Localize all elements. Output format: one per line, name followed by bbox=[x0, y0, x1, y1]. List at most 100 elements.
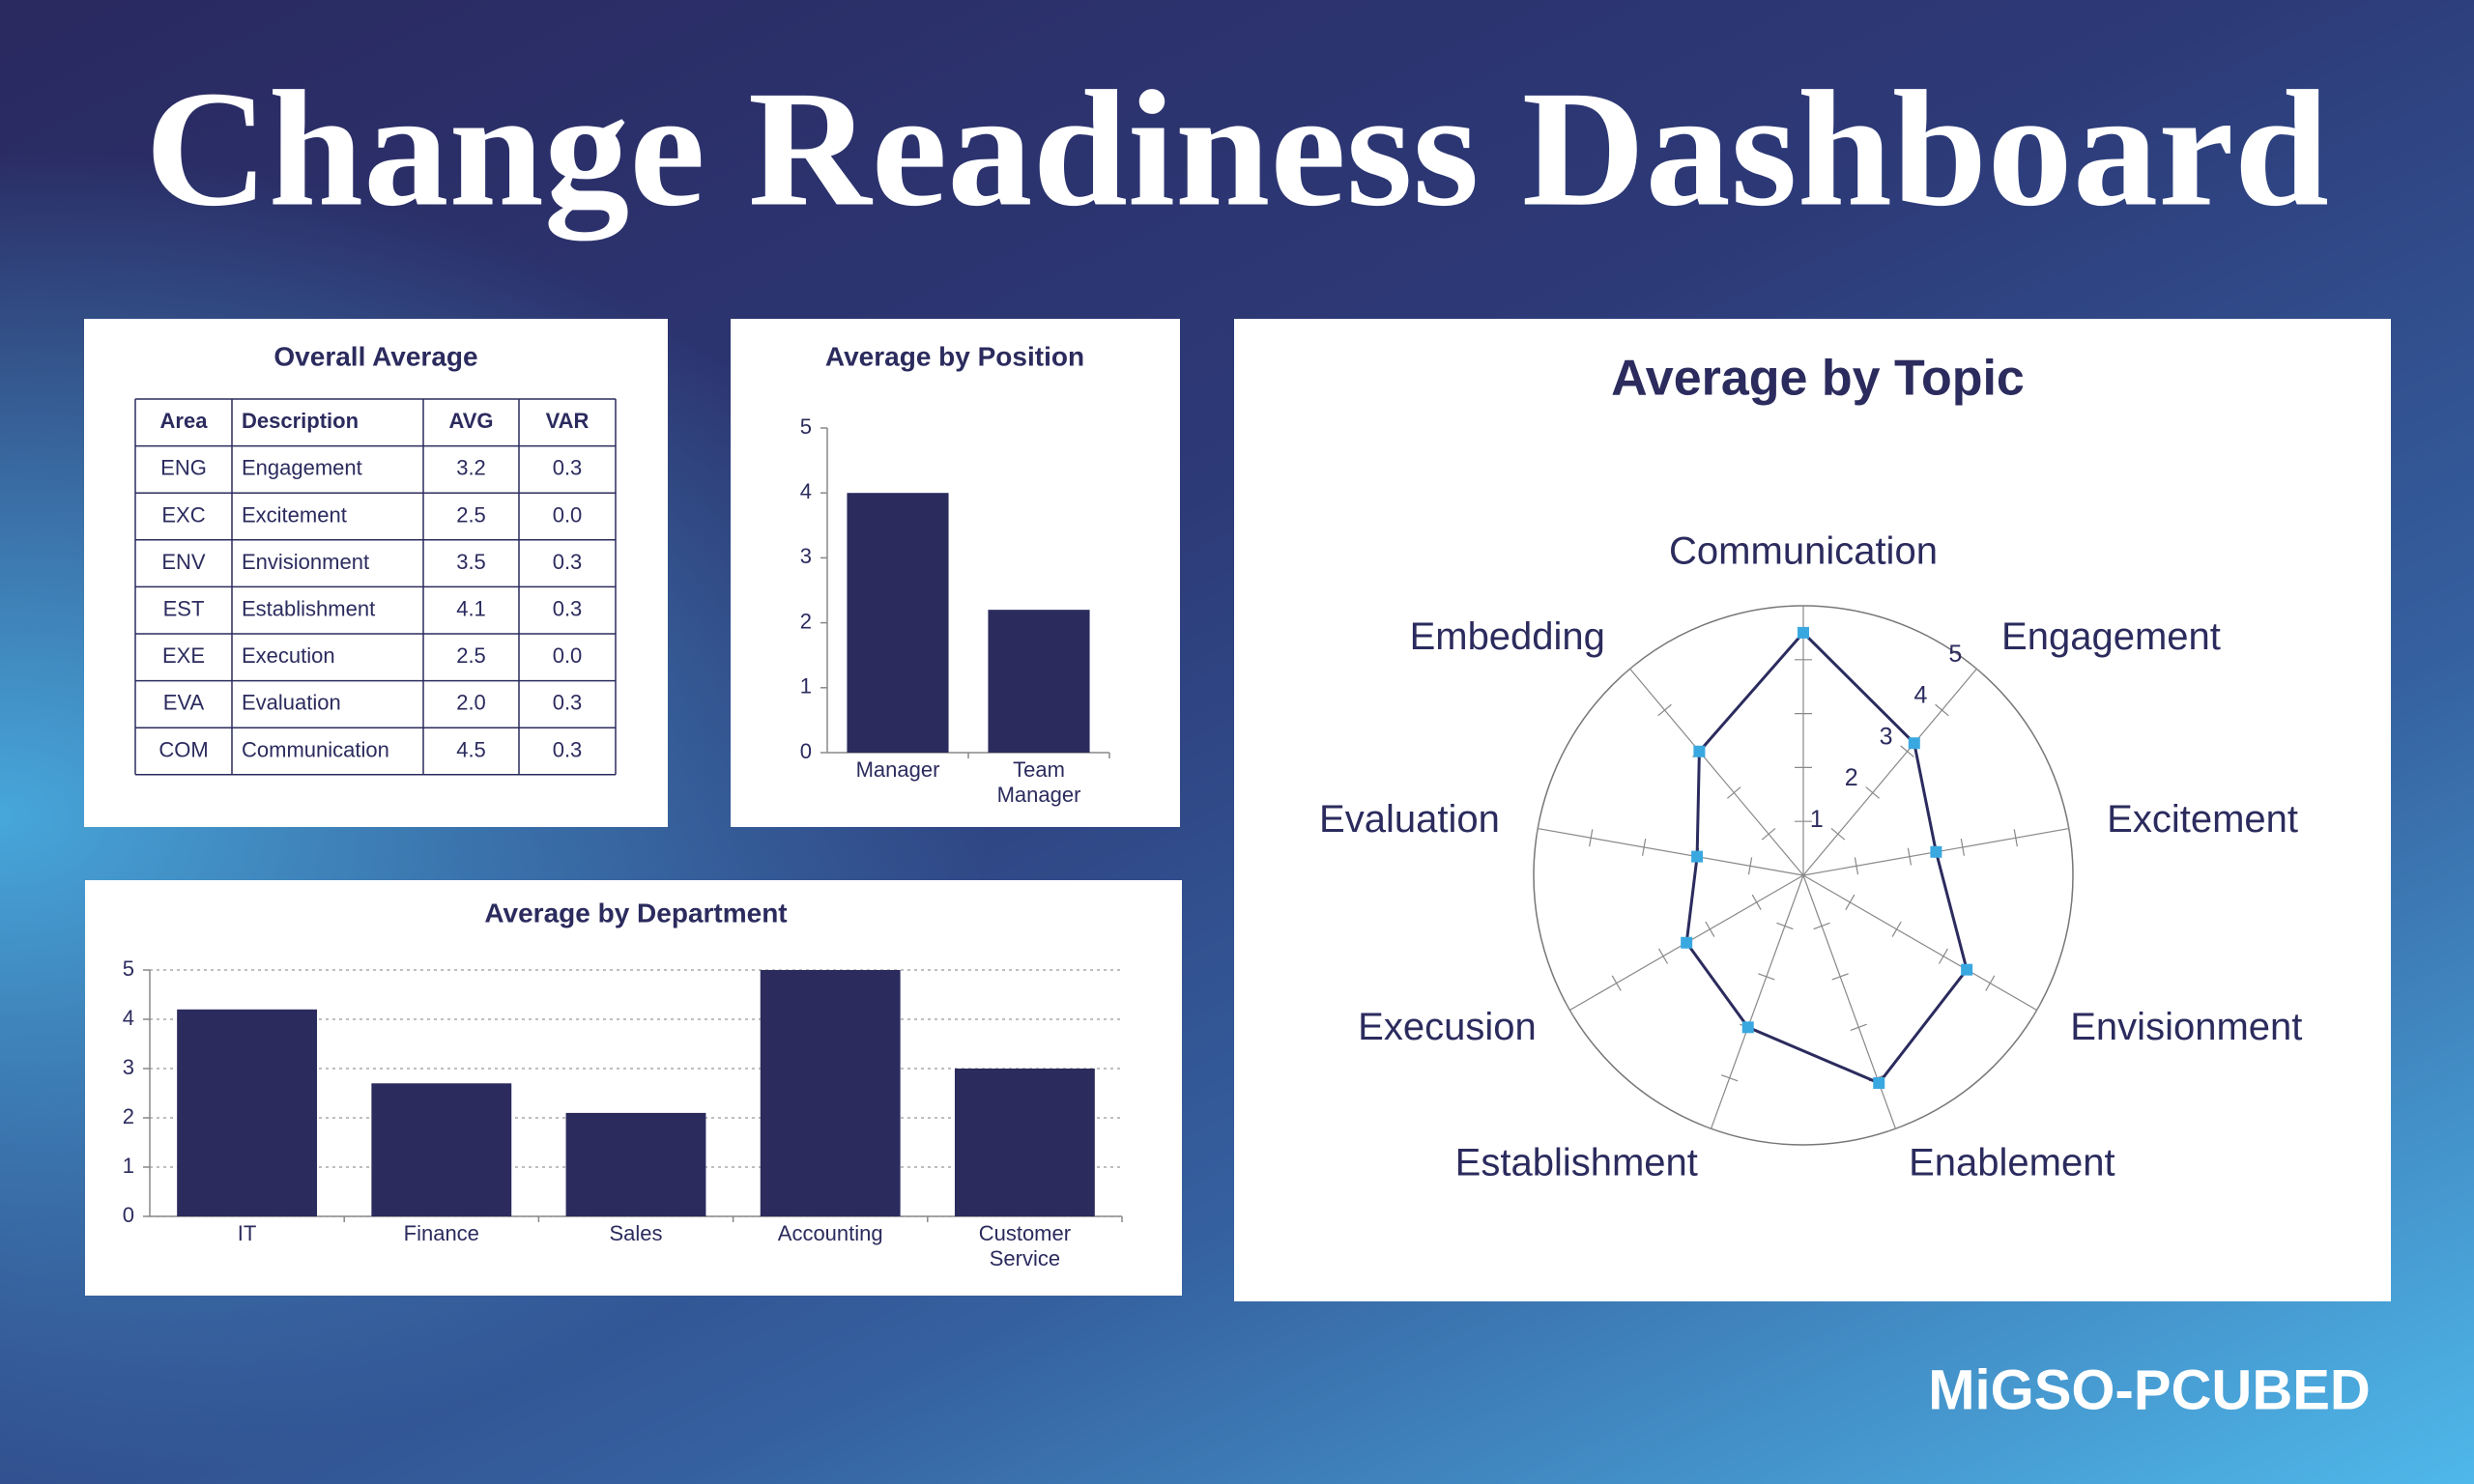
radar-point bbox=[1961, 963, 1973, 976]
table-cell: 0.0 bbox=[553, 502, 583, 527]
brand-logo: MiGSO-PCUBED bbox=[1928, 1358, 2371, 1421]
radial-tick-label: 3 bbox=[1880, 723, 1893, 750]
radial-tick bbox=[1702, 1125, 1720, 1132]
radial-tick bbox=[1960, 838, 1966, 856]
radar-point bbox=[1693, 745, 1706, 757]
radial-tick bbox=[1536, 819, 1540, 838]
radar-point bbox=[1908, 737, 1920, 750]
radial-tick bbox=[1907, 847, 1913, 866]
table-cell: Excitement bbox=[242, 502, 347, 527]
spoke bbox=[1629, 668, 1804, 876]
x-label-box: IT bbox=[237, 1221, 257, 1245]
y-tick-label: 4 bbox=[800, 479, 812, 503]
table-cell: Establishment bbox=[242, 597, 375, 621]
table-cell: Envisionment bbox=[242, 550, 369, 574]
spoke bbox=[1802, 668, 1977, 876]
table-header: AVG bbox=[448, 409, 493, 433]
radial-tick bbox=[1854, 857, 1859, 875]
radial-tick bbox=[1747, 857, 1753, 875]
x-tick-label: Accounting bbox=[777, 1221, 883, 1245]
radial-tick bbox=[2031, 1002, 2042, 1018]
x-label-box: Manager bbox=[855, 757, 940, 782]
y-tick-label: 1 bbox=[123, 1154, 134, 1178]
y-tick-label: 5 bbox=[800, 414, 812, 439]
table-cell: EXE bbox=[162, 643, 205, 668]
table-title: Overall Average bbox=[273, 341, 477, 371]
radial-tick bbox=[1657, 703, 1672, 717]
y-tick-label: 4 bbox=[123, 1006, 134, 1030]
table-header: VAR bbox=[546, 409, 590, 433]
radial-tick-label: 1 bbox=[1810, 806, 1824, 833]
table-header: Description bbox=[242, 409, 359, 433]
table-cell: 2.5 bbox=[456, 643, 486, 668]
table-cell: 0.3 bbox=[553, 737, 583, 761]
x-tick-label: Finance bbox=[403, 1221, 479, 1245]
radial-tick bbox=[1623, 663, 1637, 675]
radial-tick bbox=[1726, 786, 1741, 799]
radial-tick bbox=[1641, 838, 1647, 856]
radial-tick bbox=[2066, 819, 2071, 838]
table-cell: 3.2 bbox=[456, 456, 486, 480]
x-label-box: Sales bbox=[609, 1221, 662, 1245]
bar bbox=[847, 493, 949, 753]
radial-tick bbox=[1776, 922, 1794, 930]
table-cell: 4.5 bbox=[456, 737, 486, 761]
x-label-box: Team Manager bbox=[997, 757, 1081, 807]
radial-tick bbox=[1938, 948, 1948, 964]
table-cell: 0.3 bbox=[553, 597, 583, 621]
category-label: Envisionment bbox=[2070, 1006, 2302, 1048]
table-cell: Evaluation bbox=[242, 691, 341, 715]
table-cell: 0.3 bbox=[553, 691, 583, 715]
radial-tick bbox=[1900, 745, 1914, 758]
category-label: Evaluation bbox=[1319, 798, 1500, 841]
y-tick-label: 3 bbox=[800, 544, 812, 568]
radial-tick bbox=[1813, 922, 1830, 930]
y-tick-label: 5 bbox=[123, 956, 134, 981]
radial-tick bbox=[1761, 828, 1776, 841]
category-label: Embedding bbox=[1410, 615, 1605, 658]
radial-tick bbox=[1985, 975, 1996, 991]
radar-point bbox=[1691, 850, 1704, 863]
spoke bbox=[1711, 874, 1804, 1129]
x-label-box: Customer Service bbox=[978, 1221, 1072, 1270]
spoke bbox=[1538, 827, 1804, 876]
radial-tick bbox=[1831, 973, 1849, 981]
table-panel bbox=[84, 319, 668, 827]
y-tick-label: 3 bbox=[123, 1055, 134, 1079]
y-tick-label: 0 bbox=[800, 739, 812, 763]
category-label: Engagement bbox=[2001, 615, 2221, 658]
chart-title: Average by Topic bbox=[1611, 351, 2025, 407]
y-tick-label: 2 bbox=[800, 609, 812, 633]
radar-line bbox=[1684, 630, 1969, 1085]
y-tick-label: 2 bbox=[123, 1104, 134, 1128]
radial-tick bbox=[1970, 663, 1984, 675]
x-tick-label: Customer Service bbox=[978, 1221, 1072, 1270]
radial-tick bbox=[2013, 829, 2018, 847]
radial-tick bbox=[1589, 829, 1594, 847]
radar-point bbox=[1798, 626, 1809, 639]
radial-tick bbox=[1720, 1074, 1739, 1082]
radial-tick bbox=[1845, 894, 1856, 910]
table-header: Area bbox=[160, 409, 209, 433]
radial-tick bbox=[1611, 975, 1622, 991]
radar-point bbox=[1741, 1021, 1754, 1034]
radar-point bbox=[1681, 936, 1693, 949]
radar-point bbox=[1873, 1076, 1885, 1089]
bar bbox=[371, 1083, 512, 1216]
radial-tick-label: 2 bbox=[1845, 764, 1858, 791]
bar bbox=[760, 970, 901, 1216]
x-tick-label: Manager bbox=[855, 757, 940, 782]
table-cell: EVA bbox=[163, 691, 205, 715]
x-label-box: Accounting bbox=[777, 1221, 883, 1245]
radial-tick bbox=[1830, 828, 1846, 841]
bar bbox=[988, 610, 1090, 753]
radial-tick bbox=[1891, 921, 1902, 937]
chart-title: Average by Department bbox=[484, 898, 787, 928]
y-tick-label: 0 bbox=[123, 1203, 134, 1227]
spoke bbox=[1802, 874, 2037, 1012]
radial-tick bbox=[1758, 973, 1775, 981]
x-tick-label: IT bbox=[237, 1221, 257, 1245]
radial-tick bbox=[1705, 921, 1715, 937]
radial-tick bbox=[1886, 1125, 1905, 1132]
table-cell: ENG bbox=[160, 456, 207, 480]
